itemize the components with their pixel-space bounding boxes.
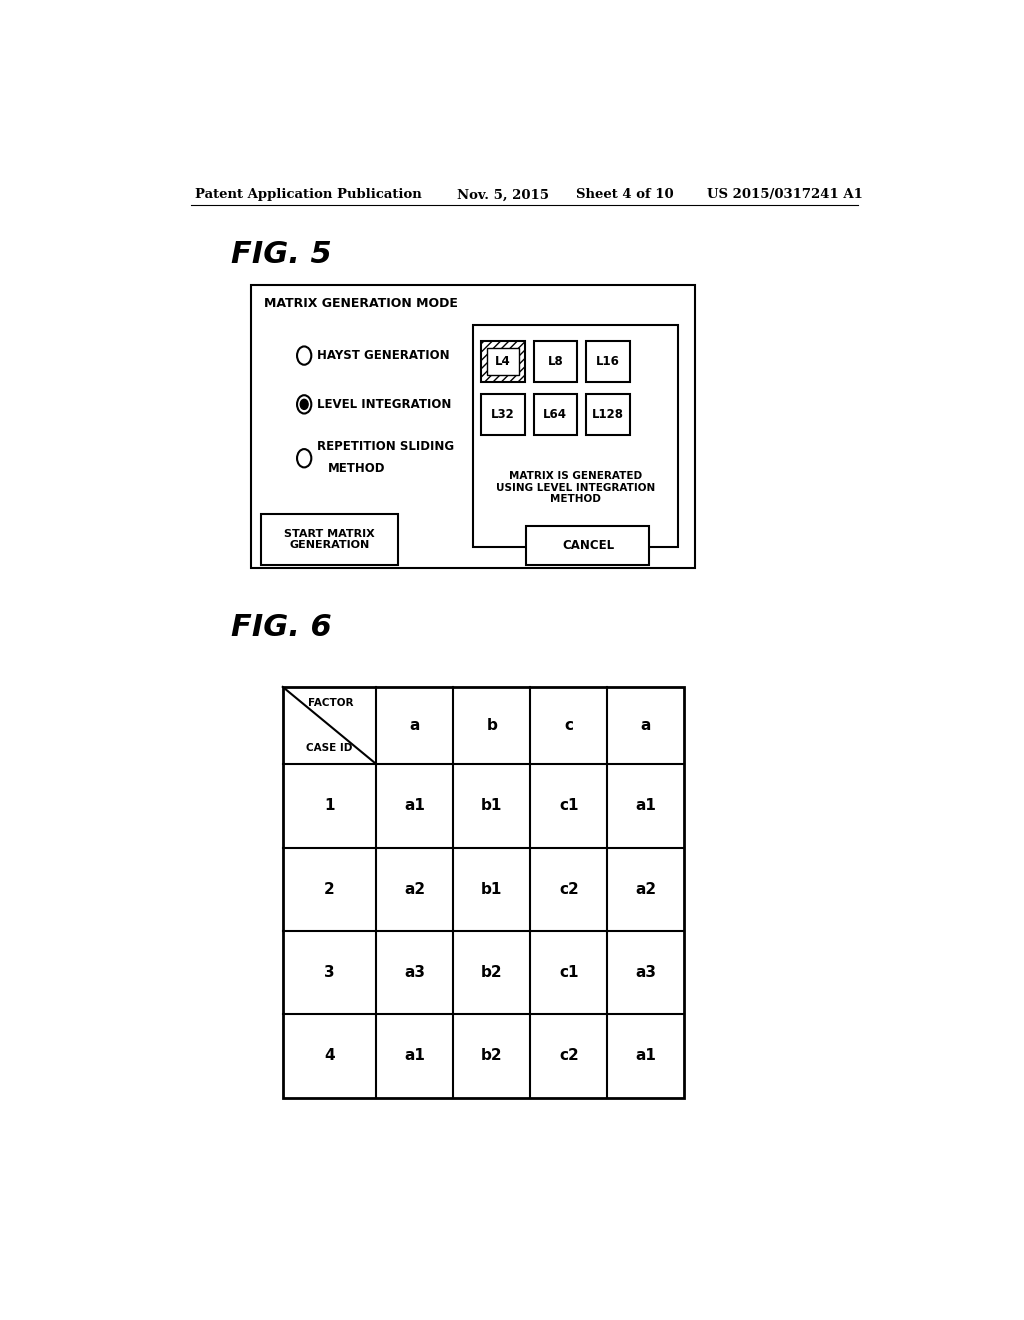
Text: a1: a1	[635, 1048, 656, 1064]
Text: L4: L4	[495, 355, 511, 368]
Text: a1: a1	[404, 1048, 425, 1064]
Text: METHOD: METHOD	[328, 462, 385, 475]
Text: c2: c2	[559, 882, 579, 896]
Text: L128: L128	[592, 408, 624, 421]
Text: US 2015/0317241 A1: US 2015/0317241 A1	[708, 189, 863, 202]
Text: Patent Application Publication: Patent Application Publication	[196, 189, 422, 202]
Text: 1: 1	[325, 799, 335, 813]
FancyBboxPatch shape	[481, 342, 524, 381]
FancyBboxPatch shape	[251, 285, 695, 568]
Text: HAYST GENERATION: HAYST GENERATION	[316, 348, 450, 362]
Text: a3: a3	[635, 965, 656, 979]
Text: b1: b1	[481, 799, 503, 813]
Text: L16: L16	[596, 355, 620, 368]
FancyBboxPatch shape	[283, 686, 684, 1097]
Text: a: a	[641, 718, 651, 733]
Text: LEVEL INTEGRATION: LEVEL INTEGRATION	[316, 397, 452, 411]
Text: c: c	[564, 718, 573, 733]
FancyBboxPatch shape	[526, 527, 649, 565]
Text: FIG. 6: FIG. 6	[231, 614, 332, 643]
FancyBboxPatch shape	[586, 342, 630, 381]
Text: FACTOR: FACTOR	[308, 698, 353, 709]
FancyBboxPatch shape	[473, 325, 678, 546]
FancyBboxPatch shape	[261, 515, 397, 565]
Text: L64: L64	[544, 408, 567, 421]
Text: MATRIX IS GENERATED
USING LEVEL INTEGRATION
METHOD: MATRIX IS GENERATED USING LEVEL INTEGRAT…	[496, 471, 655, 504]
Text: CASE ID: CASE ID	[306, 743, 352, 752]
Text: 3: 3	[325, 965, 335, 979]
FancyBboxPatch shape	[586, 395, 630, 434]
Circle shape	[300, 400, 308, 409]
Text: a1: a1	[635, 799, 656, 813]
Text: Sheet 4 of 10: Sheet 4 of 10	[577, 189, 674, 202]
Text: MATRIX GENERATION MODE: MATRIX GENERATION MODE	[264, 297, 459, 310]
Text: START MATRIX
GENERATION: START MATRIX GENERATION	[285, 529, 375, 550]
Text: c2: c2	[559, 1048, 579, 1064]
FancyBboxPatch shape	[486, 348, 519, 375]
Text: REPETITION SLIDING: REPETITION SLIDING	[316, 440, 454, 453]
FancyBboxPatch shape	[481, 395, 524, 434]
Text: 4: 4	[325, 1048, 335, 1064]
Text: c1: c1	[559, 965, 579, 979]
Text: c1: c1	[559, 799, 579, 813]
Text: a: a	[410, 718, 420, 733]
Text: 2: 2	[325, 882, 335, 896]
Text: CANCEL: CANCEL	[562, 539, 614, 552]
Text: a2: a2	[635, 882, 656, 896]
Text: Nov. 5, 2015: Nov. 5, 2015	[458, 189, 549, 202]
FancyBboxPatch shape	[534, 342, 578, 381]
Text: b: b	[486, 718, 498, 733]
Text: FIG. 5: FIG. 5	[231, 240, 332, 269]
FancyBboxPatch shape	[534, 395, 578, 434]
Text: a3: a3	[404, 965, 425, 979]
Text: b2: b2	[481, 1048, 503, 1064]
Text: L32: L32	[492, 408, 515, 421]
Text: a1: a1	[404, 799, 425, 813]
Text: L8: L8	[548, 355, 563, 368]
Text: b1: b1	[481, 882, 503, 896]
Text: b2: b2	[481, 965, 503, 979]
Text: a2: a2	[404, 882, 425, 896]
